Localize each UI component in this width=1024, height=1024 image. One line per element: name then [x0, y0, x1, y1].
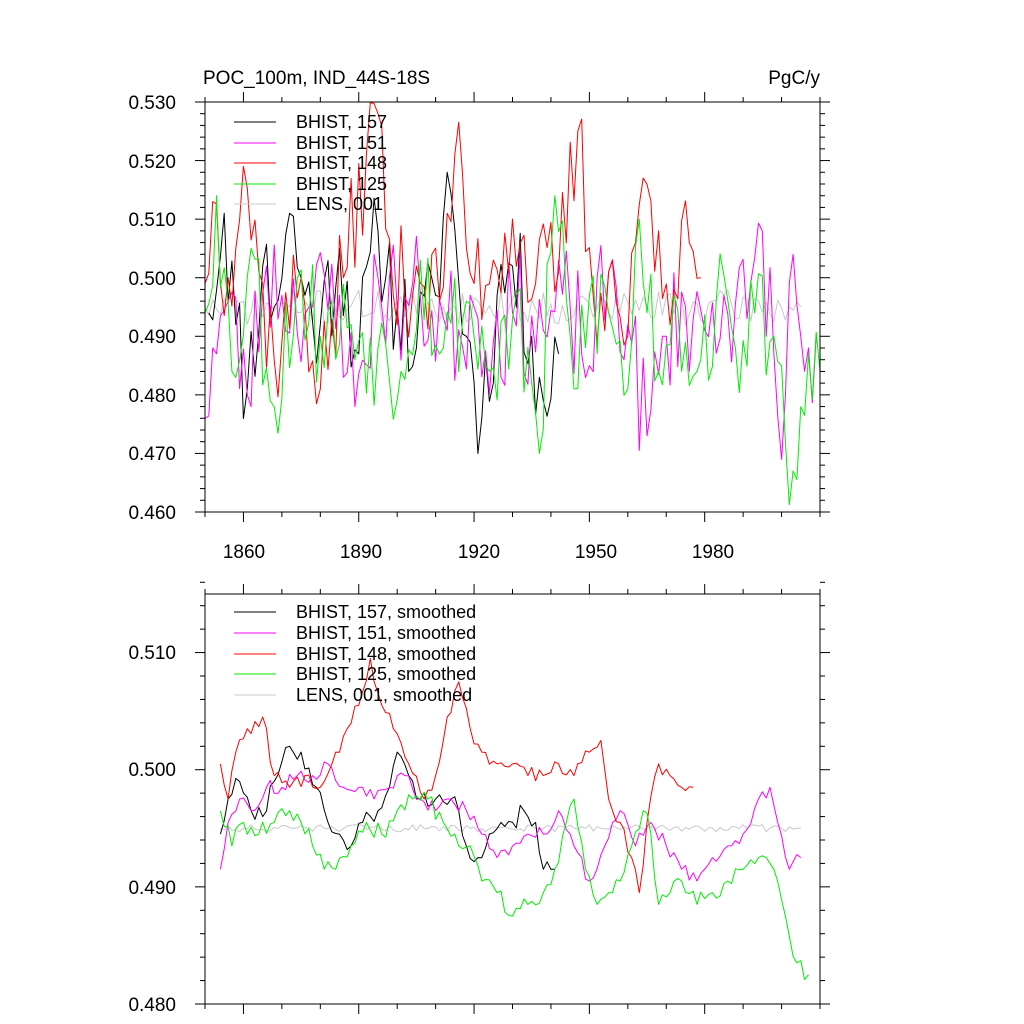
top-x-tick-labels: 1860 1890 1920 1950 1980	[223, 542, 734, 563]
legend-label-bhist-157: BHIST, 157	[296, 112, 387, 132]
top-chart-title: POC_100m, IND_44S-18S	[203, 68, 430, 89]
series-line-bhist-148-smoothed	[219, 657, 694, 894]
x-tick-label: 1980	[692, 542, 734, 563]
legend-label-bhist-125-smoothed: BHIST, 125, smoothed	[296, 664, 476, 684]
legend-label-lens-001-smoothed: LENS, 001, smoothed	[296, 685, 472, 705]
bottom-legend: BHIST, 157, smoothed BHIST, 151, smoothe…	[234, 602, 476, 705]
legend-label-bhist-148-smoothed: BHIST, 148, smoothed	[296, 644, 476, 664]
bottom-series-layer	[219, 657, 809, 980]
top-y-tick-labels: 0.460 0.470 0.480 0.490 0.500 0.510 0.52…	[128, 93, 176, 524]
y-tick-label: 0.490	[128, 327, 176, 348]
y-tick-label: 0.500	[128, 269, 176, 290]
y-tick-label: 0.500	[128, 760, 176, 781]
y-tick-label: 0.510	[128, 210, 176, 231]
top-legend: BHIST, 157 BHIST, 151 BHIST, 148 BHIST, …	[234, 112, 387, 214]
series-line-bhist-157	[208, 171, 560, 454]
series-line-bhist-125-smoothed	[219, 791, 809, 980]
legend-label-bhist-125: BHIST, 125	[296, 174, 387, 194]
top-panel: POC_100m, IND_44S-18S PgC/y 0.460 0.470 …	[128, 68, 830, 563]
y-tick-label: 0.480	[128, 995, 176, 1016]
legend-label-bhist-157-smoothed: BHIST, 157, smoothed	[296, 602, 476, 622]
legend-label-bhist-151-smoothed: BHIST, 151, smoothed	[296, 623, 476, 643]
top-chart-units: PgC/y	[768, 68, 820, 89]
bottom-tick-layer	[195, 581, 830, 1014]
y-tick-label: 0.530	[128, 93, 176, 114]
series-line-bhist-148	[204, 102, 701, 405]
y-tick-label: 0.490	[128, 878, 176, 899]
x-tick-label: 1860	[223, 542, 265, 563]
x-tick-label: 1920	[458, 542, 500, 563]
bottom-panel: 0.480 0.490 0.500 0.510 BHIST, 157, smoo…	[128, 581, 830, 1016]
y-tick-label: 0.470	[128, 444, 176, 465]
y-tick-label: 0.510	[128, 643, 176, 664]
x-tick-label: 1890	[340, 542, 382, 563]
y-tick-label: 0.480	[128, 386, 176, 407]
bottom-y-tick-labels: 0.480 0.490 0.500 0.510	[128, 643, 176, 1016]
series-line-bhist-151-smoothed	[219, 761, 802, 882]
top-series-layer	[204, 102, 821, 506]
legend-label-bhist-151: BHIST, 151	[296, 133, 387, 153]
top-tick-layer	[195, 92, 830, 522]
legend-label-lens-001: LENS, 001	[296, 194, 383, 214]
x-tick-label: 1950	[575, 542, 617, 563]
y-tick-label: 0.520	[128, 152, 176, 173]
y-tick-label: 0.460	[128, 503, 176, 524]
legend-label-bhist-148: BHIST, 148	[296, 153, 387, 173]
series-line-bhist-157-smoothed	[219, 745, 555, 870]
series-line-bhist-125	[204, 195, 821, 506]
series-line-lens-001-smoothed	[220, 824, 801, 833]
